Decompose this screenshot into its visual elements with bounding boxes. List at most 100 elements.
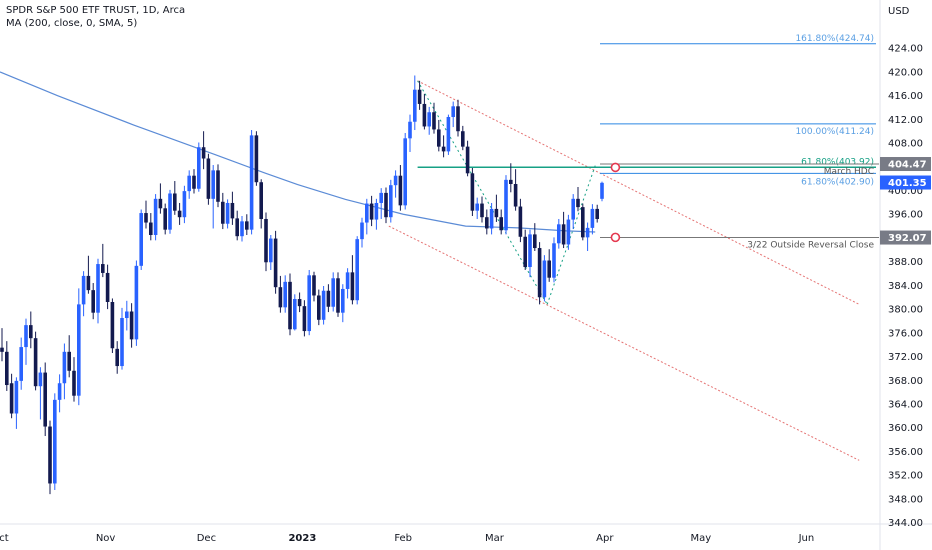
candle[interactable] [451,101,455,128]
candle[interactable] [355,236,359,305]
candle[interactable] [461,125,465,151]
candle[interactable] [326,284,331,313]
candle[interactable] [345,268,350,299]
candle[interactable] [475,197,479,219]
candle[interactable] [24,318,28,365]
candle[interactable] [600,181,604,202]
candle[interactable] [350,255,355,305]
candle[interactable] [374,198,379,230]
candle[interactable] [293,294,297,331]
candle[interactable] [389,179,393,223]
candle[interactable] [254,131,259,186]
candle[interactable] [168,189,172,234]
candle[interactable] [417,80,422,110]
candle[interactable] [528,229,532,278]
candle[interactable] [552,237,556,283]
price-axis[interactable]: USD424.00420.00416.00412.00408.00404.004… [888,6,923,529]
candle[interactable] [365,198,369,235]
candle[interactable] [187,170,191,199]
candle[interactable] [437,119,441,152]
candle[interactable] [403,132,407,210]
candle[interactable] [273,230,278,294]
candle[interactable] [432,102,436,134]
candle[interactable] [110,298,115,354]
candle[interactable] [494,194,499,222]
candle[interactable] [77,288,81,406]
candle[interactable] [369,195,374,227]
candle[interactable] [321,285,326,325]
candle[interactable] [312,271,316,302]
candle[interactable] [86,255,91,294]
candle[interactable] [134,260,139,346]
candle[interactable] [81,271,86,317]
candle[interactable] [48,420,52,495]
candle[interactable] [67,335,71,378]
candle[interactable] [456,99,460,137]
candle[interactable] [240,216,244,242]
level-marker-circle[interactable] [610,162,621,173]
candle[interactable] [38,367,43,420]
candle[interactable] [5,341,9,391]
candle[interactable] [173,181,177,215]
candle[interactable] [19,337,23,390]
candle[interactable] [547,249,551,282]
candle[interactable] [557,218,561,249]
candle[interactable] [278,275,283,313]
candle[interactable] [43,362,47,437]
candle[interactable] [29,311,33,349]
candle[interactable] [139,209,143,270]
candle[interactable] [446,114,451,155]
candle[interactable] [523,229,527,270]
candle[interactable] [163,203,167,235]
candle[interactable] [489,202,494,235]
candle[interactable] [33,331,38,391]
candle[interactable] [144,200,148,229]
candle[interactable] [216,164,220,208]
candle[interactable] [393,170,398,198]
candle[interactable] [249,130,254,235]
candle[interactable] [384,187,388,224]
candle[interactable] [182,185,187,224]
candle[interactable] [441,135,446,158]
candle[interactable] [571,194,575,230]
candle[interactable] [9,373,14,419]
candle[interactable] [331,272,335,312]
candle[interactable] [269,234,273,270]
candle[interactable] [53,393,57,490]
candle[interactable] [62,343,67,400]
candle[interactable] [153,194,158,241]
candle[interactable] [542,255,547,302]
candle[interactable] [158,183,163,214]
candle[interactable] [302,300,307,337]
candle[interactable] [297,292,302,313]
candle[interactable] [105,264,110,310]
candle[interactable] [595,204,599,223]
candle[interactable] [120,307,124,370]
candle[interactable] [499,209,503,235]
time-axis[interactable]: Oct Nov Dec 2023 Feb Mar Apr May Jun [0,533,814,544]
candle[interactable] [211,165,215,229]
candle[interactable] [341,284,345,323]
candle[interactable] [566,214,571,250]
candle[interactable] [480,196,484,223]
candle[interactable] [590,204,595,235]
candle[interactable] [537,242,542,305]
candle[interactable] [470,167,475,217]
candle[interactable] [288,273,292,336]
candle[interactable] [485,209,489,235]
candle[interactable] [259,179,263,229]
candle[interactable] [533,223,537,252]
candle[interactable] [245,214,249,235]
level-marker-circle[interactable] [610,232,621,243]
candle[interactable] [96,258,100,324]
candle[interactable] [561,211,566,249]
candle[interactable] [581,203,585,241]
candle[interactable] [230,191,235,225]
candle[interactable] [125,300,129,331]
candle[interactable] [465,140,470,177]
candle[interactable] [264,212,268,272]
candle[interactable] [101,243,105,278]
candle[interactable] [206,153,211,205]
candle[interactable] [585,222,590,252]
candle[interactable] [197,142,201,192]
